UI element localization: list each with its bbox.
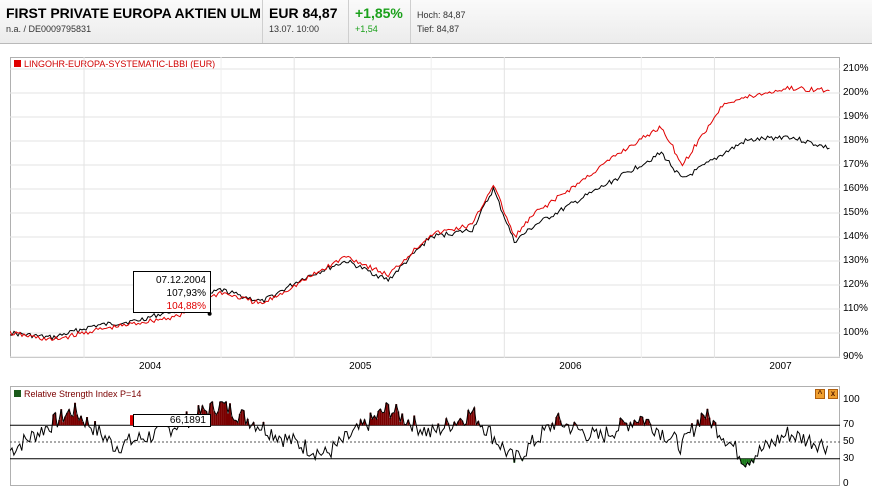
x-tick-label: 2005 bbox=[349, 361, 372, 372]
y-tick-label: 160% bbox=[843, 183, 869, 194]
legend-red-square-icon bbox=[14, 60, 21, 67]
price-chart-plot[interactable] bbox=[10, 57, 840, 358]
rsi-line bbox=[10, 400, 828, 468]
benchmark-price-line bbox=[10, 85, 830, 342]
rsi-y-tick-label: 50 bbox=[843, 436, 855, 447]
y-tick-label: 120% bbox=[843, 279, 869, 290]
security-name: FIRST PRIVATE EUROPA AKTIEN ULM bbox=[6, 5, 261, 21]
change-cell: +1,85% +1,54 bbox=[349, 0, 411, 43]
y-tick-label: 140% bbox=[843, 231, 869, 242]
rsi-legend: Relative Strength Index P=14 bbox=[14, 389, 141, 399]
security-isin: n.a. / DE0009795831 bbox=[6, 24, 92, 34]
y-tick-label: 210% bbox=[843, 63, 869, 74]
maximize-icon[interactable]: ^ bbox=[815, 389, 825, 399]
day-high: Hoch: 84,87 bbox=[417, 10, 466, 20]
rsi-label: Relative Strength Index P=14 bbox=[24, 389, 142, 399]
rsi-y-tick-label: 70 bbox=[843, 419, 855, 431]
price-time: 13.07. 10:00 bbox=[269, 24, 320, 34]
y-tick-label: 90% bbox=[843, 351, 864, 362]
y-tick-label: 150% bbox=[843, 207, 869, 218]
rsi-y-tick-label: 100 bbox=[843, 394, 860, 405]
rsi-tooltip: 66,1891 bbox=[133, 414, 211, 427]
x-tick-label: 2007 bbox=[769, 361, 792, 372]
y-tick-label: 130% bbox=[843, 255, 869, 266]
close-icon[interactable]: x bbox=[828, 389, 838, 399]
security-name-cell: FIRST PRIVATE EUROPA AKTIEN ULM n.a. / D… bbox=[0, 0, 263, 43]
crosshair-tooltip: 07.12.2004 107,93% 104,88% bbox=[133, 271, 211, 313]
change-absolute: +1,54 bbox=[355, 24, 378, 34]
last-price: EUR 84,87 bbox=[269, 5, 338, 21]
x-tick-label: 2004 bbox=[139, 361, 162, 372]
rsi-marker bbox=[130, 415, 134, 426]
tooltip-fund-value: 107,93% bbox=[166, 288, 206, 299]
rsi-y-tick-label: 0 bbox=[843, 478, 849, 489]
tooltip-date: 07.12.2004 bbox=[155, 275, 206, 286]
high-low-cell: Hoch: 84,87 Tief: 84,87 bbox=[411, 0, 491, 43]
change-percent: +1,85% bbox=[355, 5, 403, 21]
rsi-plot[interactable] bbox=[10, 386, 840, 486]
day-low: Tief: 84,87 bbox=[417, 24, 460, 34]
y-tick-label: 100% bbox=[843, 327, 869, 338]
rsi-y-tick-label: 30 bbox=[843, 452, 855, 464]
quote-header: FIRST PRIVATE EUROPA AKTIEN ULM n.a. / D… bbox=[0, 0, 872, 44]
chart-legend: LINGOHR-EUROPA-SYSTEMATIC-LBBI (EUR) bbox=[14, 59, 215, 69]
price-cell: EUR 84,87 13.07. 10:00 bbox=[263, 0, 349, 43]
y-tick-label: 180% bbox=[843, 135, 869, 146]
y-tick-label: 170% bbox=[843, 159, 869, 170]
y-tick-label: 190% bbox=[843, 111, 869, 122]
legend-label: LINGOHR-EUROPA-SYSTEMATIC-LBBI (EUR) bbox=[24, 59, 216, 69]
y-tick-label: 200% bbox=[843, 87, 869, 98]
tooltip-benchmark-value: 104,88% bbox=[166, 301, 206, 312]
x-tick-label: 2006 bbox=[559, 361, 582, 372]
y-tick-label: 110% bbox=[843, 303, 868, 314]
legend-green-square-icon bbox=[14, 390, 21, 397]
